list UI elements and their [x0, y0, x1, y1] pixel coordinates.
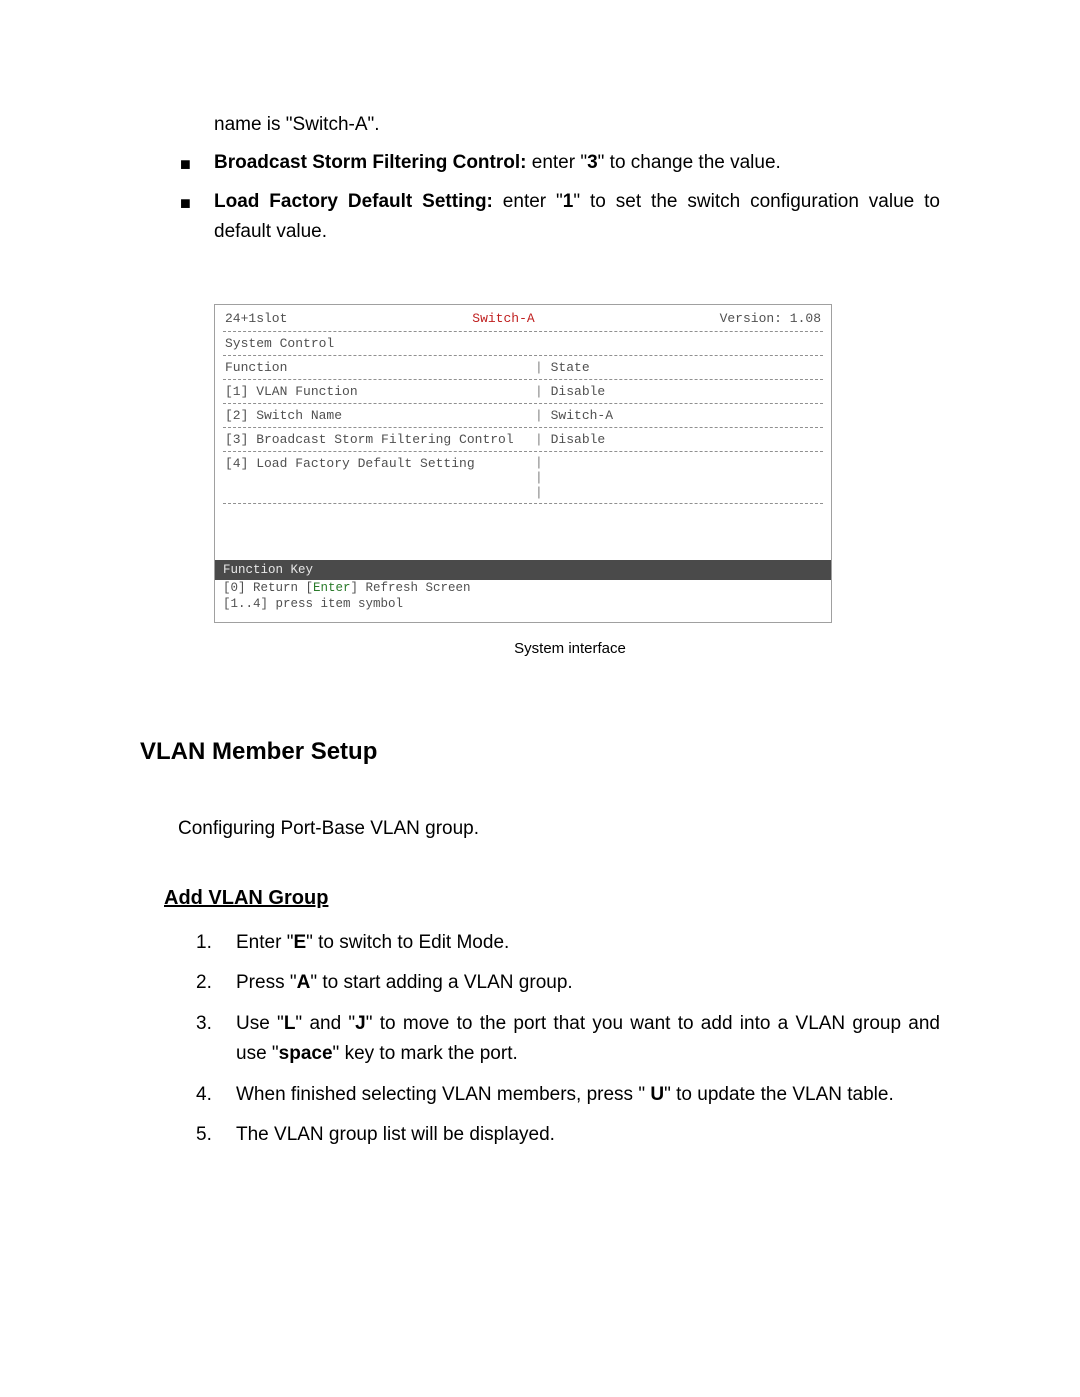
row-label: [3] Broadcast Storm Filtering Control: [225, 432, 535, 449]
step-key: E: [293, 932, 306, 953]
step-text: The VLAN group list will be displayed.: [236, 1124, 555, 1145]
bullet-item: Broadcast Storm Filtering Control: enter…: [180, 148, 940, 178]
bullet-bold-label: Load Factory Default Setting:: [214, 191, 493, 212]
terminal-row: [1] VLAN Function Disable: [215, 380, 831, 403]
terminal-screenshot: 24+1slot Switch-A Version: 1.08 System C…: [214, 304, 832, 624]
fnkey-line1-green: Enter: [313, 581, 351, 595]
steps-list: Enter "E" to switch to Edit Mode. Press "…: [196, 928, 940, 1150]
fnkey-line2: [1..4] press item symbol: [223, 597, 403, 611]
step-text: " to update the VLAN table.: [664, 1084, 894, 1105]
step-text: " and ": [295, 1013, 355, 1034]
fnkey-line1-pre: [0] Return [: [223, 581, 313, 595]
terminal-header-center: Switch-A: [287, 311, 719, 328]
terminal-row: [2] Switch Name Switch-A: [215, 404, 831, 427]
vlan-paragraph: Configuring Port-Base VLAN group.: [178, 814, 940, 844]
row-label: [1] VLAN Function: [225, 384, 535, 401]
bullet-text: enter ": [493, 191, 563, 212]
terminal-header-right: Version: 1.08: [720, 311, 821, 328]
terminal-header-left: 24+1slot: [225, 311, 287, 328]
step-key: L: [284, 1013, 296, 1034]
step-key: A: [297, 972, 311, 993]
step-text: " to switch to Edit Mode.: [306, 932, 509, 953]
section-heading-vlan: VLAN Member Setup: [140, 733, 940, 771]
step-item: Enter "E" to switch to Edit Mode.: [196, 928, 940, 958]
row-state: Disable: [535, 432, 821, 449]
row-label: [2] Switch Name: [225, 408, 535, 425]
intro-bullet-list: Broadcast Storm Filtering Control: enter…: [180, 148, 940, 247]
step-key: J: [355, 1013, 366, 1034]
row-pipes: | | |: [535, 456, 543, 501]
row-state: Switch-A: [535, 408, 821, 425]
bullet-key: 1: [563, 191, 574, 212]
bullet-bold-label: Broadcast Storm Filtering Control:: [214, 152, 526, 173]
step-text: " to start adding a VLAN group.: [310, 972, 572, 993]
step-text: Enter ": [236, 932, 293, 953]
col-header-state: State: [535, 360, 821, 377]
bullet-text: enter ": [526, 152, 587, 173]
terminal-blank-gap: [215, 504, 831, 560]
function-key-help: [0] Return [Enter] Refresh Screen [1..4]…: [215, 580, 831, 622]
subsection-heading-add-vlan: Add VLAN Group: [164, 882, 940, 914]
function-key-bar: Function Key: [215, 560, 831, 580]
row-state: Disable: [535, 384, 821, 401]
terminal-row: [3] Broadcast Storm Filtering Control Di…: [215, 428, 831, 451]
bullet-item: Load Factory Default Setting: enter "1" …: [180, 187, 940, 248]
step-text: Use ": [236, 1013, 284, 1034]
intro-continued-line: name is "Switch-A".: [214, 110, 940, 140]
fnkey-line1-post: ] Refresh Screen: [351, 581, 471, 595]
step-item: Press "A" to start adding a VLAN group.: [196, 968, 940, 998]
terminal-column-headers: Function State: [215, 356, 831, 379]
step-text: " key to mark the port.: [333, 1043, 518, 1064]
step-item: When finished selecting VLAN members, pr…: [196, 1080, 940, 1110]
step-text: Press ": [236, 972, 297, 993]
step-item: The VLAN group list will be displayed.: [196, 1120, 940, 1150]
terminal-section-title: System Control: [215, 332, 831, 355]
bullet-tail: " to change the value.: [598, 152, 781, 173]
row-label: [4] Load Factory Default Setting: [225, 456, 535, 501]
terminal-header-row: 24+1slot Switch-A Version: 1.08: [215, 305, 831, 332]
step-item: Use "L" and "J" to move to the port that…: [196, 1009, 940, 1070]
step-key: U: [650, 1084, 664, 1105]
col-header-function: Function: [225, 360, 535, 377]
terminal-caption: System interface: [200, 637, 940, 661]
step-key: space: [279, 1043, 333, 1064]
step-text: When finished selecting VLAN members, pr…: [236, 1084, 650, 1105]
bullet-key: 3: [587, 152, 598, 173]
terminal-row: [4] Load Factory Default Setting | | |: [215, 452, 831, 503]
